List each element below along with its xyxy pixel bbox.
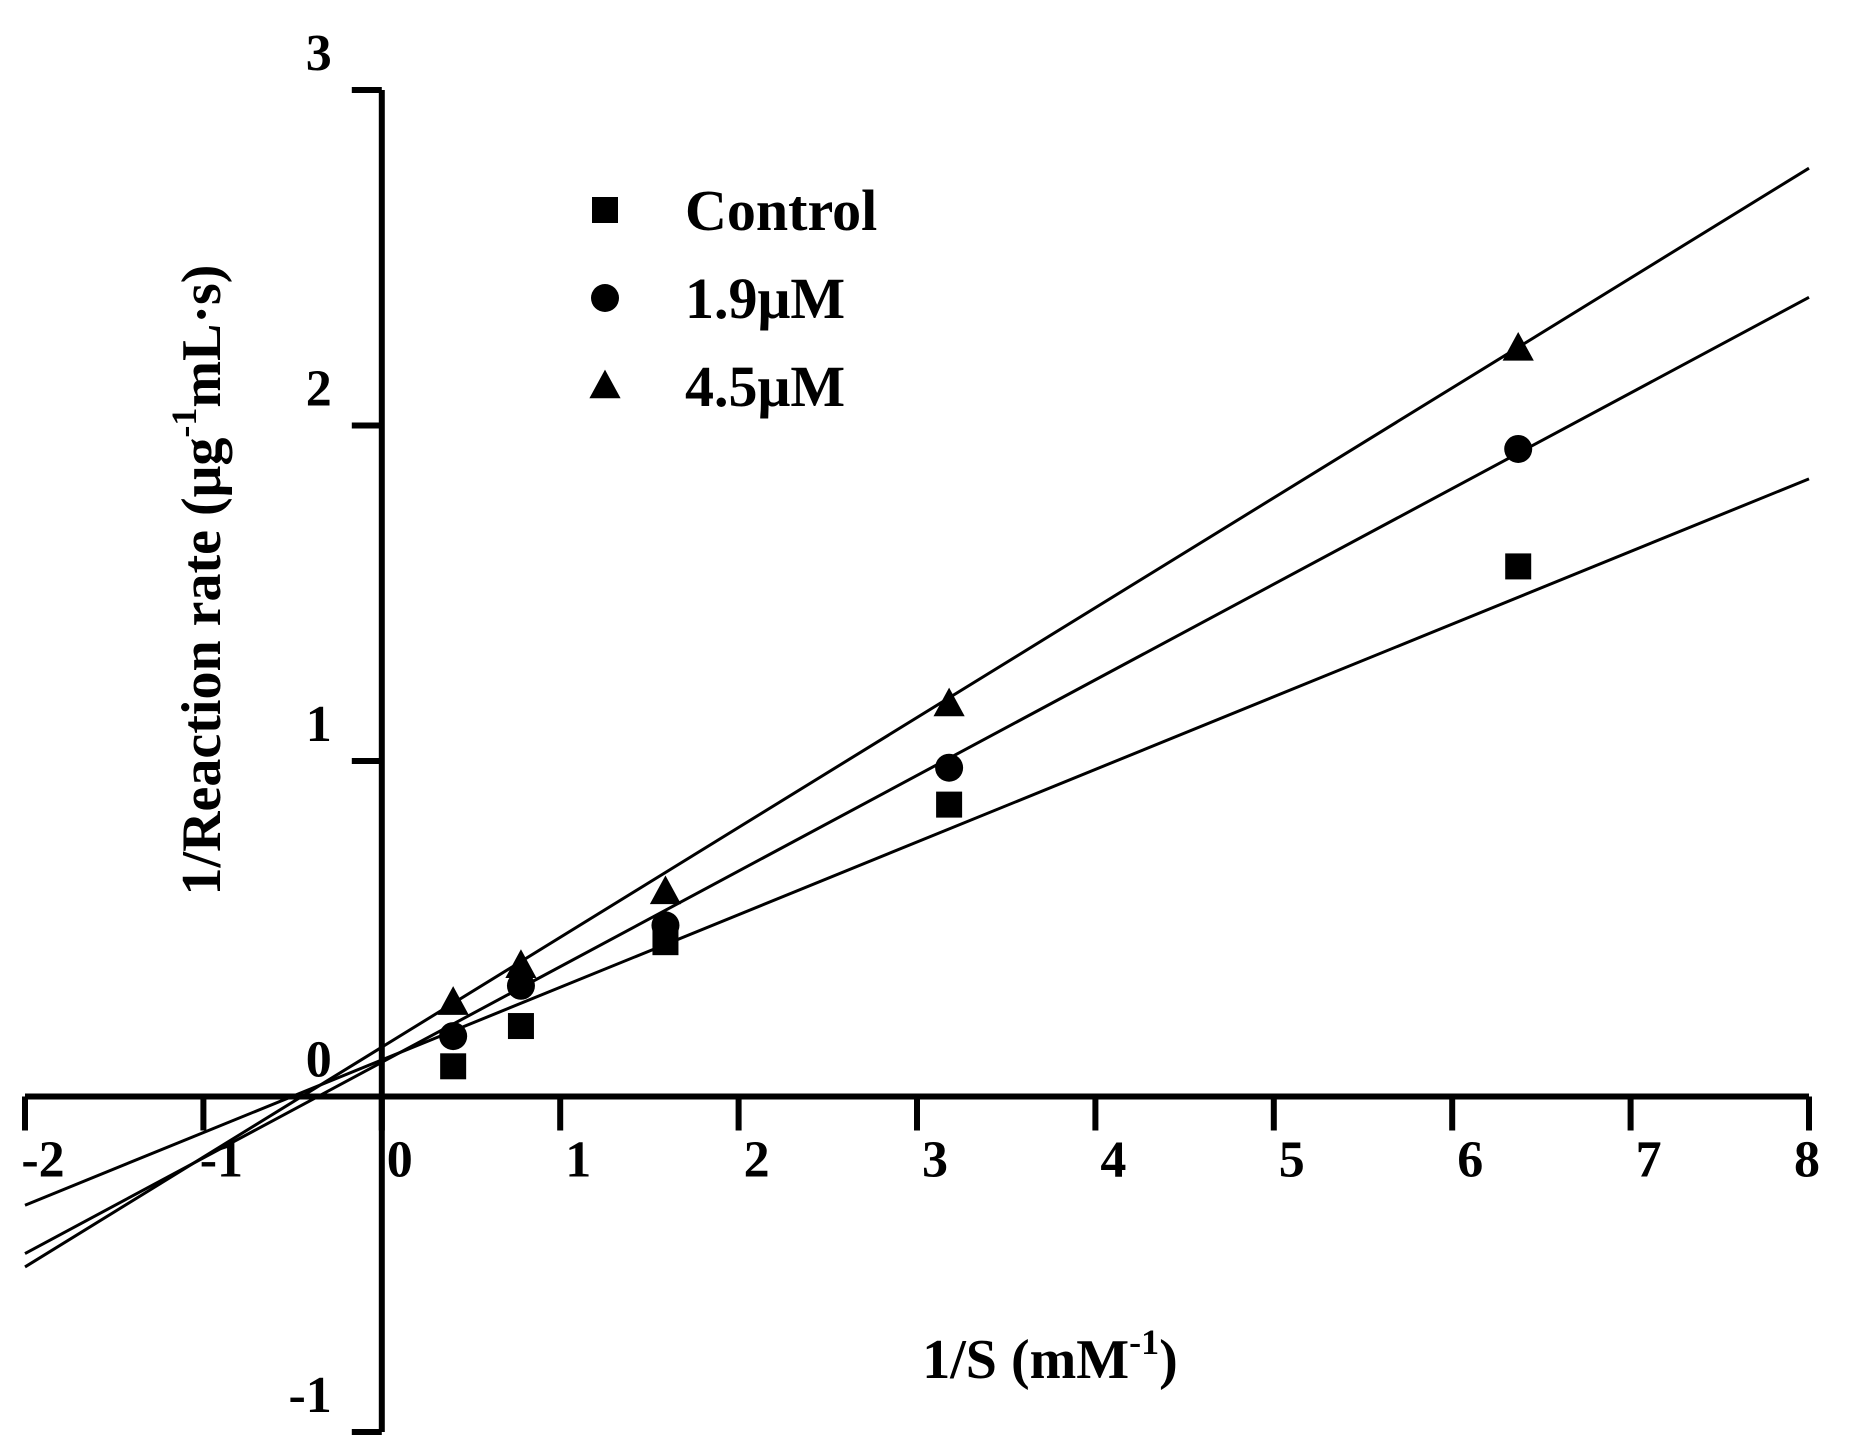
x-axis-title: 1/S (mM-1) — [922, 1322, 1178, 1391]
x-tick-label: 8 — [1794, 1132, 1820, 1189]
x-axis-title-suffix: ) — [1159, 1329, 1178, 1391]
legend: Control 1.9μM 4.5μM — [589, 178, 877, 419]
axes — [22, 87, 1812, 1435]
data-point-1-9um — [1504, 434, 1533, 463]
y-axis-title-text: 1/Reaction rate (μg — [171, 438, 233, 896]
data-point-1-9um — [935, 753, 964, 782]
legend-marker-control — [592, 197, 618, 223]
x-tick-label: 1 — [565, 1132, 591, 1189]
legend-marker-4-5um — [589, 369, 621, 399]
y-axis-title: 1/Reaction rate (μg-1mL·s) — [164, 265, 233, 896]
y-tick-label: 3 — [306, 25, 332, 82]
legend-label-4-5um: 4.5μM — [685, 354, 845, 419]
x-axis-title-superscript: -1 — [1129, 1322, 1159, 1362]
x-tick-label: 6 — [1457, 1132, 1483, 1189]
data-point-control — [440, 1053, 467, 1080]
data-point-4-5um — [649, 875, 682, 905]
legend-label-1-9um: 1.9μM — [685, 266, 845, 331]
data-points — [437, 331, 1534, 1080]
legend-marker-1-9um — [591, 284, 619, 312]
data-point-control — [1505, 553, 1532, 580]
x-tick-label: 3 — [922, 1132, 948, 1189]
x-tick-label: -1 — [200, 1132, 243, 1189]
x-tick-label: 5 — [1279, 1132, 1305, 1189]
y-tick-label: 2 — [306, 361, 332, 418]
y-tick-label: 1 — [306, 696, 332, 753]
x-tick-label: 0 — [387, 1132, 413, 1189]
y-tick-label: 0 — [306, 1032, 332, 1089]
data-point-4-5um — [505, 949, 537, 978]
y-axis-title-suffix: mL·s) — [171, 265, 233, 408]
data-point-4-5um — [437, 986, 469, 1015]
x-tick-label: -2 — [21, 1132, 64, 1189]
x-axis-title-text: 1/S (mM — [922, 1329, 1129, 1391]
x-tick-label: 2 — [744, 1132, 770, 1189]
data-point-control — [507, 1013, 534, 1040]
data-point-4-5um — [933, 687, 965, 717]
y-axis-title-superscript: -1 — [164, 408, 204, 438]
data-point-4-5um — [1502, 331, 1534, 361]
tick-labels: -2 -1 0 1 2 3 4 5 6 7 8 -1 0 1 2 3 — [21, 25, 1820, 1424]
data-point-1-9um — [439, 1022, 468, 1051]
y-tick-label: -1 — [288, 1367, 331, 1424]
x-tick-label: 4 — [1100, 1132, 1126, 1189]
data-point-1-9um — [506, 971, 535, 1000]
data-point-1-9um — [651, 911, 680, 940]
x-tick-label: 7 — [1636, 1132, 1662, 1189]
legend-label-control: Control — [685, 178, 877, 243]
data-point-control — [936, 791, 963, 818]
